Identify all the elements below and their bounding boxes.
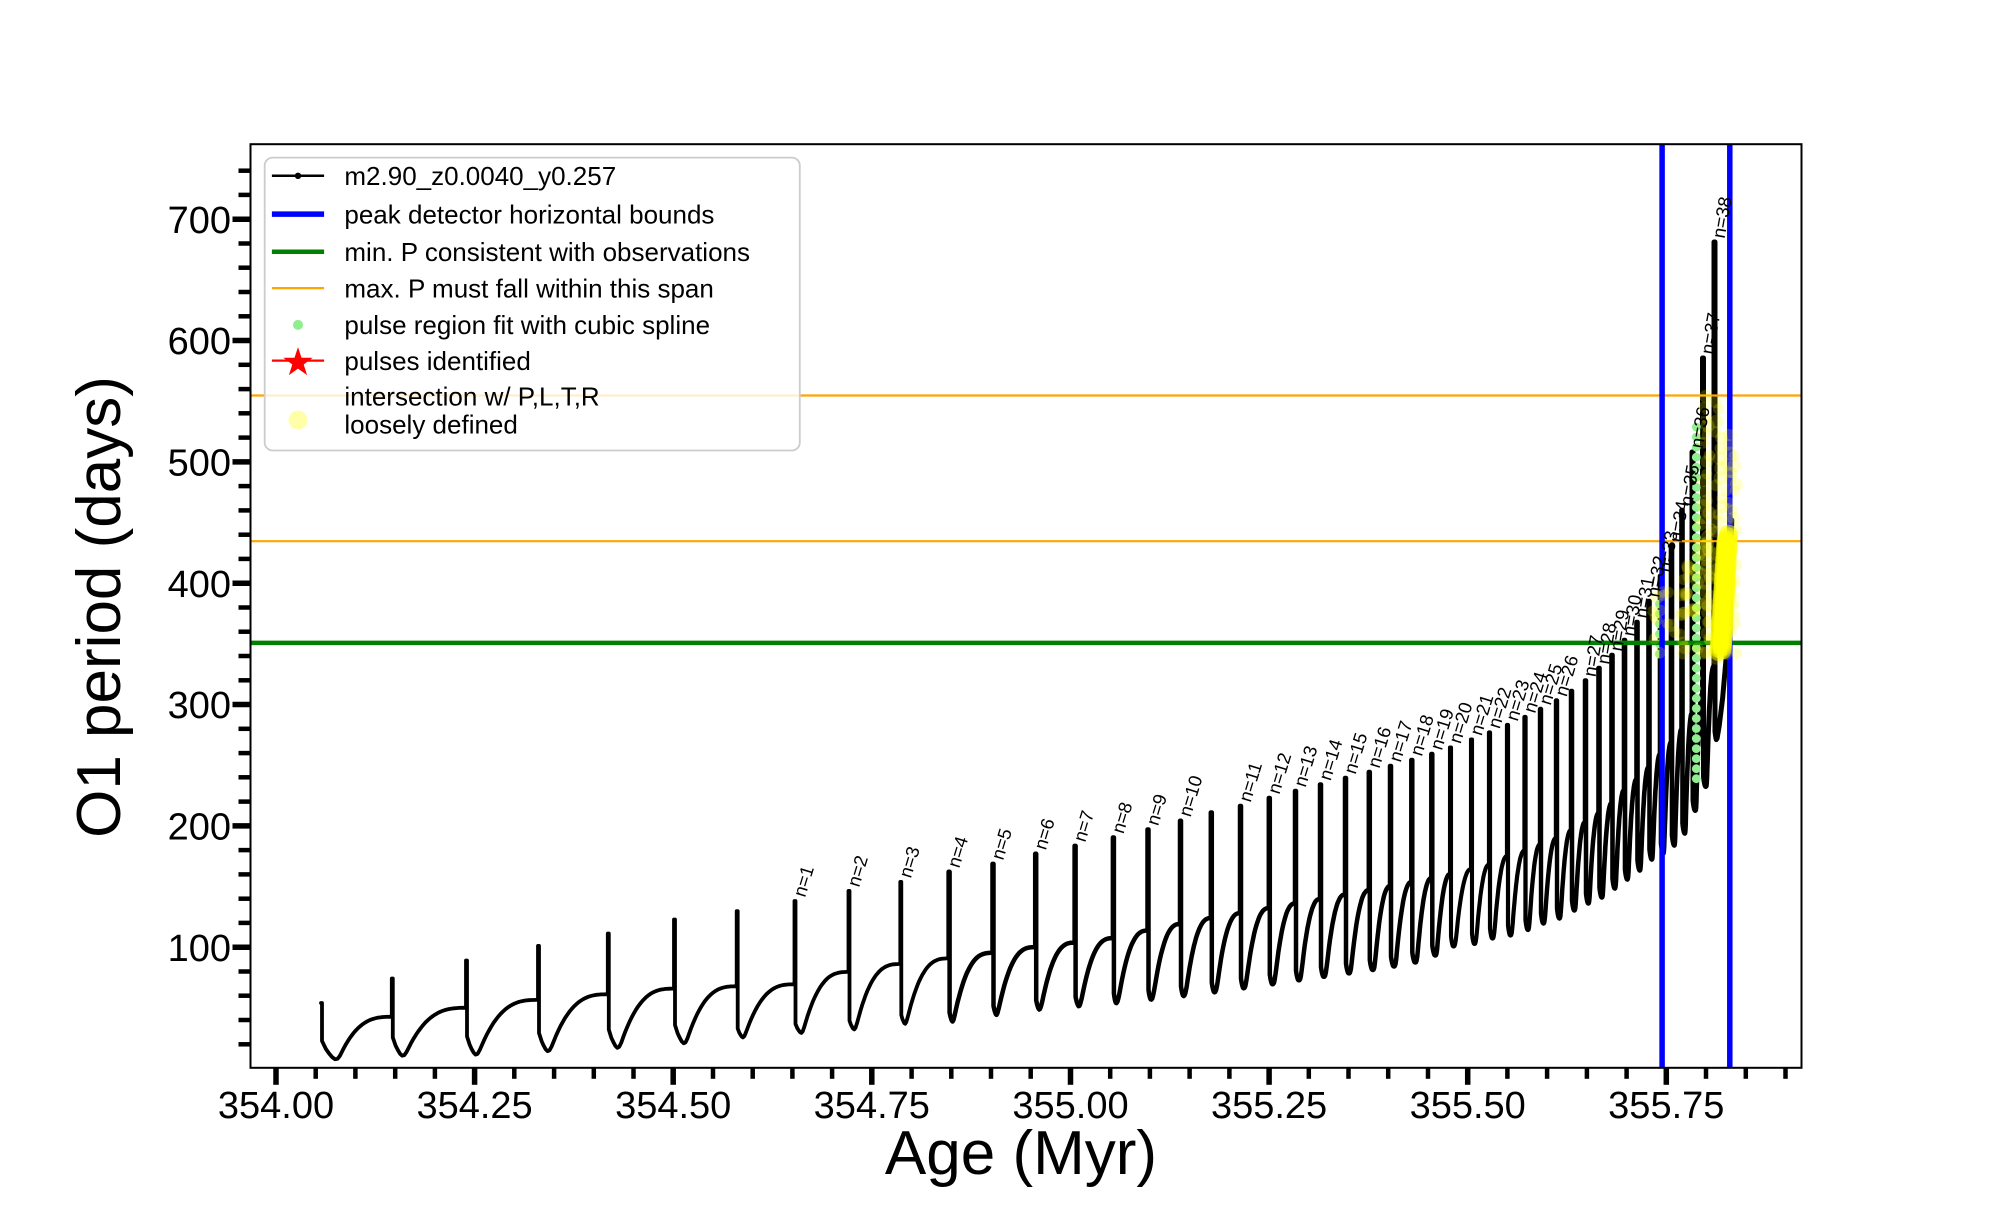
svg-text:200: 200 xyxy=(168,807,231,849)
svg-text:355.75: 355.75 xyxy=(1608,1085,1724,1127)
svg-text:400: 400 xyxy=(168,564,231,606)
svg-text:intersection w/ P,L,T,R: intersection w/ P,L,T,R xyxy=(344,381,599,411)
svg-text:pulses identified: pulses identified xyxy=(344,346,530,376)
svg-text:min. P consistent with observa: min. P consistent with observations xyxy=(344,237,750,267)
svg-text:355.00: 355.00 xyxy=(1012,1085,1128,1127)
svg-text:m2.90_z0.0040_y0.257: m2.90_z0.0040_y0.257 xyxy=(344,161,616,191)
svg-text:354.00: 354.00 xyxy=(218,1085,334,1127)
svg-text:354.50: 354.50 xyxy=(615,1085,731,1127)
svg-text:O1 period (days): O1 period (days) xyxy=(65,376,134,838)
svg-text:354.75: 354.75 xyxy=(814,1085,930,1127)
svg-text:100: 100 xyxy=(168,928,231,970)
svg-text:peak detector horizontal bound: peak detector horizontal bounds xyxy=(344,199,714,229)
svg-text:355.50: 355.50 xyxy=(1410,1085,1526,1127)
svg-text:loosely defined: loosely defined xyxy=(344,409,517,439)
svg-text:355.25: 355.25 xyxy=(1211,1085,1327,1127)
svg-text:pulse region fit with cubic sp: pulse region fit with cubic spline xyxy=(344,310,710,340)
svg-text:600: 600 xyxy=(168,321,231,363)
svg-text:700: 700 xyxy=(168,200,231,242)
svg-text:500: 500 xyxy=(168,443,231,485)
svg-text:354.25: 354.25 xyxy=(416,1085,532,1127)
svg-text:max. P must fall within this s: max. P must fall within this span xyxy=(344,273,713,303)
svg-text:300: 300 xyxy=(168,685,231,727)
svg-text:Age (Myr): Age (Myr) xyxy=(885,1119,1157,1188)
